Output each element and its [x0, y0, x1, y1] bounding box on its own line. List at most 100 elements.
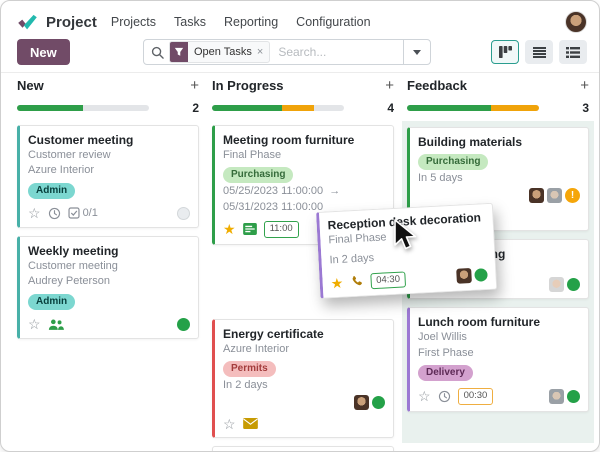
assignee-avatar[interactable]	[456, 268, 472, 285]
user-avatar[interactable]	[565, 11, 587, 33]
status-warning-badge[interactable]: !	[565, 188, 580, 204]
progress-orange	[491, 105, 539, 111]
task-milestone: First Phase	[418, 346, 474, 359]
activity-clock-icon[interactable]	[438, 390, 451, 403]
search-dropdown-toggle[interactable]	[403, 40, 430, 64]
checklist-icon	[67, 207, 80, 219]
tag-admin[interactable]: Admin	[28, 182, 76, 199]
column-title-new[interactable]: New	[17, 77, 44, 93]
add-card-icon[interactable]: +	[385, 76, 394, 94]
status-dot-ready[interactable]	[567, 389, 580, 403]
search-placeholder: Search...	[278, 45, 327, 59]
tag-permits[interactable]: Permits	[223, 360, 276, 377]
status-dot-ready[interactable]	[567, 278, 580, 292]
nav-item-reporting[interactable]: Reporting	[223, 15, 279, 29]
progress-green	[212, 105, 282, 111]
star-icon[interactable]: ☆	[28, 205, 41, 222]
task-card-energy-certificate[interactable]: Energy certificate Azure Interior Permit…	[212, 318, 394, 439]
allocated-hours-chip[interactable]: 04:30	[369, 271, 407, 290]
assignee-avatar[interactable]	[354, 395, 369, 411]
column-progressbar[interactable]	[17, 105, 149, 111]
timesheet-icon[interactable]	[242, 223, 257, 236]
allocated-hours-chip[interactable]: 00:30	[457, 388, 494, 405]
odoo-check-logo-icon	[17, 13, 38, 32]
star-icon-filled[interactable]: ★	[223, 221, 236, 238]
assignee-avatar[interactable]	[549, 388, 564, 404]
add-card-icon[interactable]: +	[190, 76, 199, 94]
header-divider	[1, 72, 599, 73]
checklist-progress[interactable]: 0/1	[67, 207, 98, 220]
phone-activity-icon[interactable]	[350, 275, 364, 289]
task-title: Meeting room furniture	[223, 133, 355, 147]
column-title-feedback[interactable]: Feedback	[407, 77, 467, 93]
tag-admin[interactable]: Admin	[28, 293, 76, 310]
column-progressbar[interactable]	[407, 105, 539, 111]
status-dot-ready[interactable]	[177, 317, 190, 331]
dragged-card-reception-desk-decoration[interactable]: Reception desk decoration Final Phase In…	[316, 202, 498, 300]
tag-delivery[interactable]: Delivery	[418, 365, 473, 382]
activity-clock-icon[interactable]	[48, 207, 61, 220]
task-date-start: 05/25/2023 11:00:00 →	[223, 185, 341, 198]
task-card-building-materials[interactable]: Building materials Purchasing In 5 days …	[407, 127, 589, 232]
activity-view-button[interactable]	[559, 40, 587, 64]
email-activity-icon[interactable]	[242, 418, 258, 430]
star-icon[interactable]: ☆	[28, 316, 41, 333]
progress-green	[17, 105, 83, 111]
column-progressbar[interactable]	[212, 105, 344, 111]
task-assignee-name: Joel Willis	[418, 331, 467, 344]
task-card-custom-order[interactable]: Custom order Design ! ☆	[212, 446, 394, 451]
facet-label: Open Tasks	[194, 46, 252, 58]
kanban-column-in-progress: In Progress + 4 Meeting room furniture F…	[212, 76, 394, 451]
kanban-icon	[498, 46, 512, 58]
task-card-weekly-meeting[interactable]: Weekly meeting Customer meeting Audrey P…	[17, 235, 199, 339]
filter-facet-open-tasks[interactable]: Open Tasks ×	[169, 41, 271, 63]
tag-purchasing[interactable]: Purchasing	[418, 154, 489, 170]
task-subtitle: Customer review	[28, 149, 111, 161]
column-title-in-progress[interactable]: In Progress	[212, 77, 284, 93]
facet-remove-icon[interactable]: ×	[256, 46, 264, 58]
task-milestone: Final Phase	[223, 149, 282, 161]
add-card-icon[interactable]: +	[580, 76, 589, 94]
search-icon	[151, 46, 164, 59]
checklist-count: 0/1	[82, 207, 98, 220]
task-deadline: In 2 days	[329, 252, 375, 267]
nav-item-configuration[interactable]: Configuration	[296, 15, 371, 29]
tag-purchasing[interactable]: Purchasing	[223, 167, 294, 184]
status-dot-ready[interactable]	[474, 268, 488, 283]
column-count: 4	[387, 101, 394, 115]
control-bar: New Open Tasks × Search...	[17, 39, 587, 67]
status-dot-ready[interactable]	[372, 396, 385, 410]
task-customer: Azure Interior	[28, 164, 95, 177]
allocated-hours-chip[interactable]: 11:00	[263, 221, 299, 238]
star-icon[interactable]: ☆	[418, 388, 431, 405]
task-title: Building materials	[418, 135, 523, 149]
chevron-down-icon	[413, 49, 421, 55]
task-card-lunch-room-furniture[interactable]: Lunch room furniture Joel Willis First P…	[407, 307, 589, 412]
meeting-people-icon[interactable]	[48, 318, 64, 331]
star-icon-filled[interactable]: ★	[330, 274, 344, 292]
nav-item-tasks[interactable]: Tasks	[174, 15, 206, 29]
arrow-right-icon: →	[329, 185, 341, 198]
assignee-avatar[interactable]	[547, 188, 562, 204]
progress-green	[407, 105, 492, 111]
view-switcher	[491, 40, 587, 64]
task-title: Lunch room furniture	[418, 315, 540, 330]
new-button[interactable]: New	[17, 39, 70, 65]
search-input[interactable]: Open Tasks × Search...	[143, 39, 431, 65]
kanban-column-new: New + 2 Customer meeting Customer review…	[17, 76, 199, 451]
list-view-button[interactable]	[525, 40, 553, 64]
task-deadline: In 2 days	[223, 378, 268, 391]
activity-icon	[566, 46, 580, 58]
kanban-view-button[interactable]	[491, 40, 519, 64]
assignee-avatar[interactable]	[549, 277, 564, 293]
assignee-avatar[interactable]	[529, 188, 544, 204]
status-dot-normal[interactable]	[177, 206, 190, 220]
star-icon[interactable]: ☆	[223, 415, 236, 432]
task-card-customer-meeting[interactable]: Customer meeting Customer review Azure I…	[17, 125, 199, 228]
task-date-end: 05/31/2023 11:00:00	[223, 200, 324, 213]
task-title: Customer meeting	[28, 133, 134, 147]
nav-item-projects[interactable]: Projects	[110, 15, 157, 29]
top-nav: Project Projects Tasks Reporting Configu…	[17, 9, 587, 35]
column-count: 2	[192, 101, 199, 115]
